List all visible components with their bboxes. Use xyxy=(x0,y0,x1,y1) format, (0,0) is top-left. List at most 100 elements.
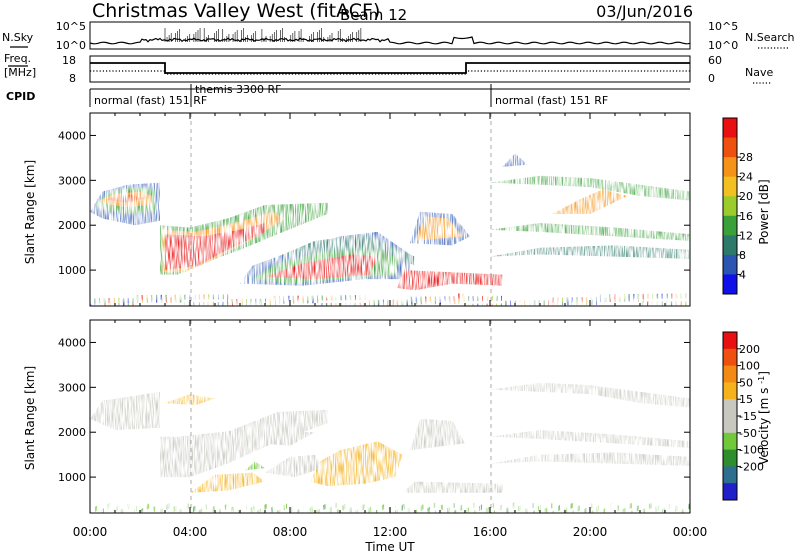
vel-noise-cell xyxy=(683,508,685,513)
power-noise-cell xyxy=(288,298,290,304)
vel-noise-cell xyxy=(485,508,488,513)
power-noise-cell xyxy=(642,301,644,306)
power-blob xyxy=(490,175,690,201)
power-noise-cell xyxy=(156,297,158,303)
nave-line xyxy=(90,70,690,75)
vel-noise-cell xyxy=(257,510,259,513)
vel-noise-cell xyxy=(90,510,92,513)
vel-noise-cell xyxy=(460,505,463,511)
vel-blob xyxy=(245,461,265,471)
x-tick-label: 04:00 xyxy=(173,525,208,539)
power-noise-cell xyxy=(510,300,512,306)
vel-noise-cell xyxy=(180,509,182,513)
power-noise-cell xyxy=(571,297,573,303)
vel-noise-cell xyxy=(166,504,168,510)
vel-noise-cell xyxy=(434,510,437,513)
power-noise-cell xyxy=(552,297,554,303)
nave-right-tick-bottom: 0 xyxy=(708,72,715,85)
power-noise-cell xyxy=(618,294,621,300)
power-noise-cell xyxy=(651,301,654,306)
power-noise-cell xyxy=(193,302,195,306)
power-noise-cell xyxy=(127,300,130,306)
power-noise-cell xyxy=(349,295,352,301)
power-noise-cell xyxy=(463,296,465,302)
power-noise-cell xyxy=(302,295,304,301)
vel-noise-cell xyxy=(427,508,429,513)
vel-noise-cell xyxy=(507,507,509,513)
colorbar-swatch xyxy=(723,215,737,236)
power-noise-cell xyxy=(175,297,177,303)
colorbar-tick-label: 15 xyxy=(739,393,753,406)
vel-noise-cell xyxy=(422,504,424,510)
power-noise-cell xyxy=(415,299,418,305)
power-noise-cell xyxy=(311,295,314,301)
vel-noise-cell xyxy=(212,507,214,513)
power-noise-cell xyxy=(293,298,295,304)
vel-noise-cell xyxy=(200,508,203,513)
vel-noise-cell xyxy=(448,507,450,513)
power-noise-cell xyxy=(217,301,219,306)
power-noise-cell xyxy=(609,294,611,300)
colorbar-swatch xyxy=(723,483,737,501)
vel-noise-cell xyxy=(433,502,436,508)
y-tick-label: 3000 xyxy=(58,381,86,394)
noise-left-tick-top: 10^5 xyxy=(56,20,86,33)
power-noise-cell xyxy=(505,300,507,306)
vel-noise-cell xyxy=(420,505,422,511)
power-noise-cell xyxy=(666,301,668,306)
power-noise-cell xyxy=(189,294,191,300)
noise-panel: N.Sky 10^5 10^0 10^5 10^0 N.Search xyxy=(2,20,795,52)
vel-noise-cell xyxy=(206,503,208,509)
colorbar-swatch xyxy=(723,348,737,367)
power-noise-cell xyxy=(581,297,583,303)
power-blob xyxy=(277,234,415,266)
power-noise-cell xyxy=(222,294,224,300)
power-noise-cell xyxy=(151,297,153,303)
power-noise-cell xyxy=(392,299,394,305)
power-noise-cell xyxy=(330,295,333,301)
power-noise-cell xyxy=(321,295,323,301)
power-noise-cell xyxy=(99,300,101,306)
power-noise-cell xyxy=(326,295,328,301)
power-noise-cell xyxy=(165,294,167,300)
vel-noise-cell xyxy=(617,505,620,511)
noise-sky-spikes xyxy=(164,28,362,42)
power-noise-cell xyxy=(571,300,574,306)
power-noise-cell xyxy=(212,294,215,300)
cpid-label: CPID xyxy=(6,90,35,103)
power-noise-cell xyxy=(222,301,224,306)
power-noise-cell xyxy=(599,294,602,300)
vel-noise-cell xyxy=(559,505,561,511)
noise-panel-frame xyxy=(89,21,691,50)
vel-noise-cell xyxy=(631,510,633,513)
colorbar-frame xyxy=(722,117,738,295)
power-noise-cell xyxy=(467,303,469,306)
power-blob xyxy=(415,216,463,241)
vel-noise-cell xyxy=(648,504,650,510)
power-noise-cell xyxy=(670,301,673,306)
colorbar-swatch xyxy=(723,235,737,256)
velocity-y-axis-label: Slant Range [km] xyxy=(23,366,37,470)
vel-blob xyxy=(190,472,265,493)
power-noise-cell xyxy=(491,303,493,306)
colorbar-swatch xyxy=(723,332,737,350)
vel-blob xyxy=(160,409,328,478)
power-noise-cell xyxy=(458,293,460,299)
vel-noise-cell xyxy=(500,504,502,510)
vel-noise-cell xyxy=(368,508,370,513)
beam-label: Beam 12 xyxy=(340,6,407,24)
vel-noise-cell xyxy=(220,508,222,513)
vel-noise-cell xyxy=(107,504,109,510)
power-noise-cell xyxy=(633,293,635,299)
vel-noise-cell xyxy=(544,508,546,513)
power-noise-cell xyxy=(581,299,583,305)
power-noise-cell xyxy=(245,298,247,304)
power-noise-cell xyxy=(619,296,621,302)
vel-noise-cell xyxy=(611,502,613,508)
power-noise-cell xyxy=(179,294,181,300)
vel-noise-cell xyxy=(153,506,155,512)
vel-noise-cell xyxy=(225,504,228,510)
vel-noise-cell xyxy=(376,510,378,513)
vel-noise-cell xyxy=(363,504,365,510)
vel-noise-cell xyxy=(173,506,176,512)
